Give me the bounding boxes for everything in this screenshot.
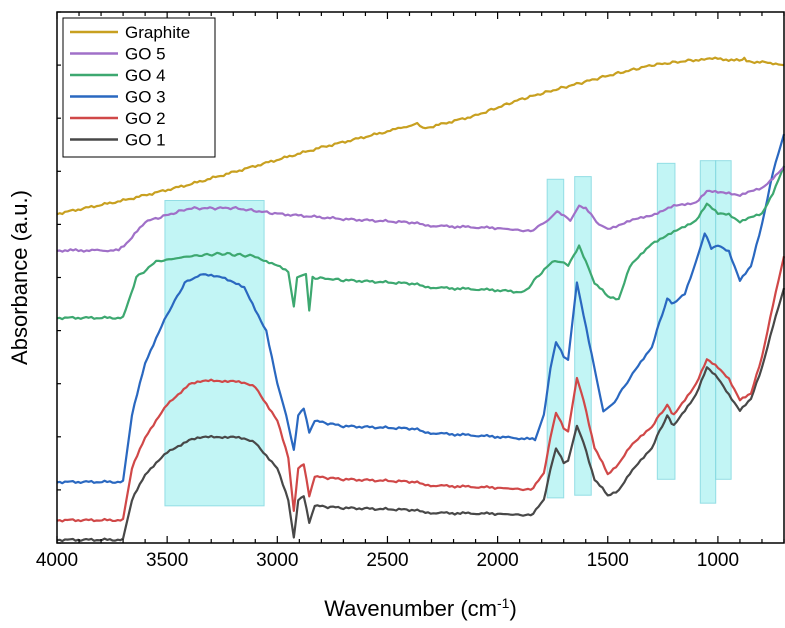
legend: Graphite GO 5 GO 4 GO 3 GO 2 GO 1 [62,17,216,158]
series-lines [56,56,785,543]
x-tick-label: 3000 [256,550,298,571]
series-line-go-5 [56,166,785,253]
x-axis-ticks: 4000 3500 3000 2500 2000 1500 1000 [36,11,785,571]
series-line-go-3 [56,133,785,485]
highlight-band-6 [715,160,732,480]
x-tick-label: 1000 [697,550,739,571]
legend-label: GO 4 [125,66,166,85]
legend-label: GO 5 [125,45,166,64]
legend-label: GO 3 [125,88,166,107]
x-tick-label: 2000 [476,550,518,571]
legend-label: GO 1 [125,131,166,150]
series-line-go-1 [56,287,785,543]
x-tick-label: 2500 [366,550,408,571]
series-line-go-2 [56,256,785,523]
highlight-bands [164,160,732,507]
x-axis-title: Wavenumber (cm-1) [324,595,517,621]
legend-label: Graphite [125,23,190,42]
series-line-graphite [56,56,785,216]
x-tick-label: 3500 [146,550,188,571]
x-axis-title-main: Wavenumber (cm [324,596,497,621]
y-axis-title: Absorbance (a.u.) [7,190,32,365]
legend-box [62,17,216,158]
highlight-band-4 [656,162,676,480]
series-line-go-4 [56,165,785,321]
x-axis-title-end: ) [509,596,516,621]
x-tick-label: 1500 [587,550,629,571]
highlight-band-1 [164,200,265,507]
highlight-band-5 [699,160,717,504]
x-tick-label: 4000 [36,550,78,571]
x-axis-title-superscript: -1 [497,595,510,611]
legend-label: GO 2 [125,109,166,128]
